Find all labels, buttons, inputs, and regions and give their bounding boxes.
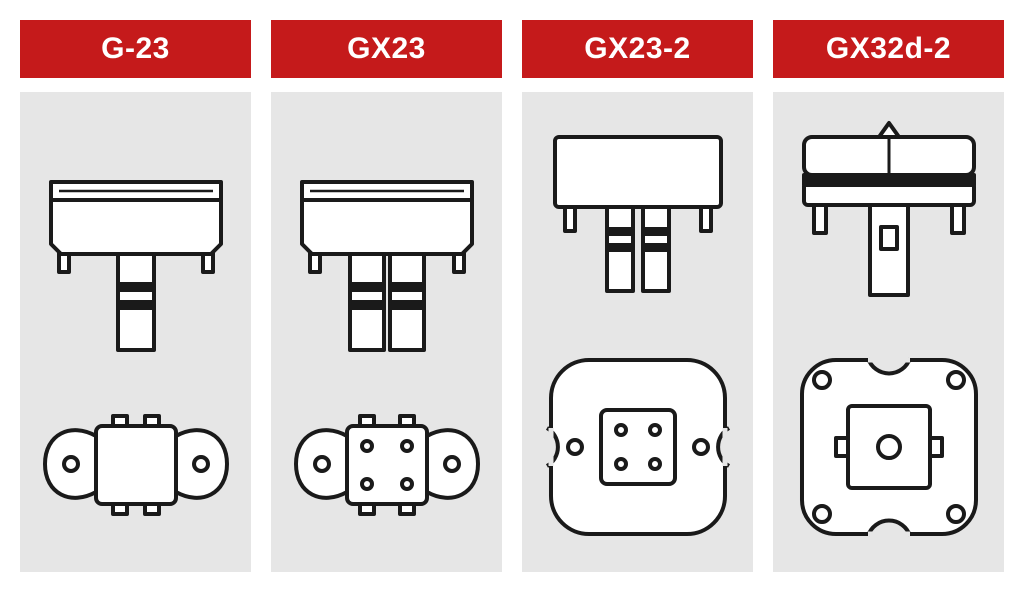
- panel-g23: [20, 92, 251, 572]
- column-gx32d-2: GX32d-2: [773, 20, 1004, 572]
- panel-gx32d-2: [773, 92, 1004, 572]
- diagram-gx32d-2: [774, 92, 1004, 572]
- column-gx23: GX23: [271, 20, 502, 572]
- diagram-gx23: [272, 92, 502, 572]
- diagram-gx23-2: [523, 92, 753, 572]
- panel-gx23-2: [522, 92, 753, 572]
- header-gx23: GX23: [271, 20, 502, 78]
- column-g23: G-23: [20, 20, 251, 572]
- socket-type-chart: G-23: [0, 0, 1024, 592]
- header-g23: G-23: [20, 20, 251, 78]
- diagram-g23: [21, 92, 251, 572]
- header-gx23-2: GX23-2: [522, 20, 753, 78]
- column-gx23-2: GX23-2: [522, 20, 753, 572]
- header-gx32d-2: GX32d-2: [773, 20, 1004, 78]
- panel-gx23: [271, 92, 502, 572]
